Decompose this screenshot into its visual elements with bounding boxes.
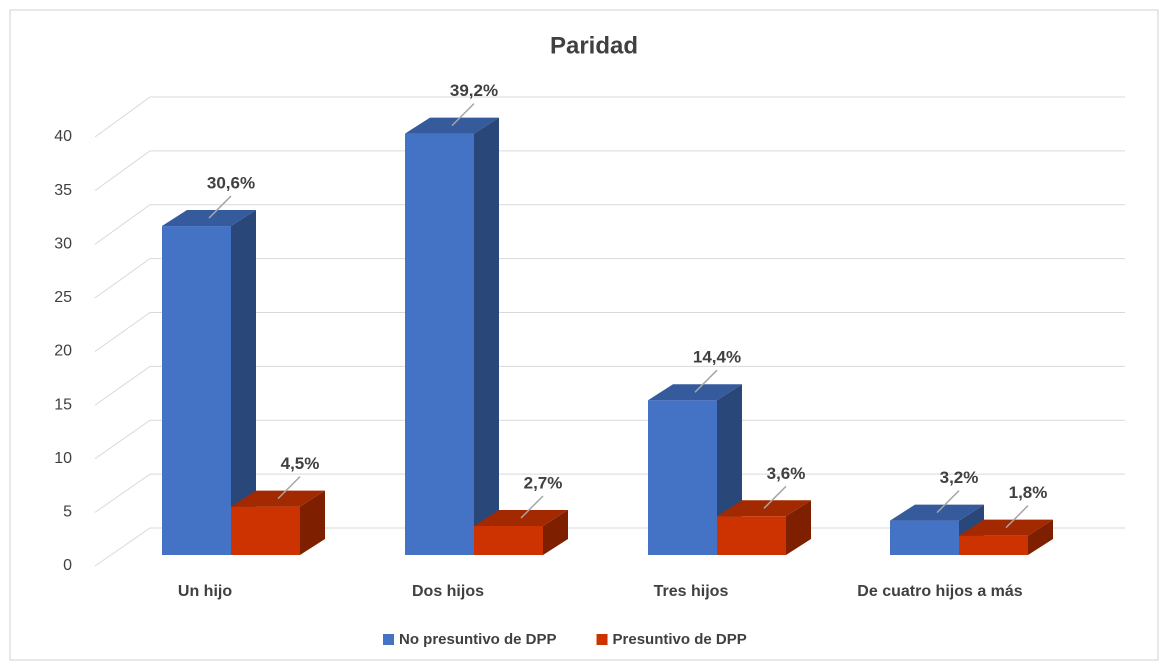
leader-line [1005,505,1029,529]
legend-swatch [596,634,608,645]
bar-front [162,226,231,556]
y-tick-label: 15 [54,396,72,413]
bar-side [786,500,811,555]
bar-side [474,117,499,555]
leader-line [936,490,960,514]
grid-line [94,365,1125,406]
data-label: 14,4% [693,348,741,367]
bar-front [890,520,959,555]
leader-line [520,495,544,519]
data-label: 3,6% [767,464,806,483]
x-tick-label: De cuatro hijos a más [857,583,1022,600]
grid-line [94,258,1125,299]
y-tick-label: 40 [54,128,72,145]
y-tick-label: 0 [63,557,72,574]
leader-line [277,476,301,500]
leader-line [694,369,718,393]
y-tick-label: 35 [54,182,72,199]
y-tick-label: 25 [54,289,72,306]
bar-side [1028,519,1053,555]
bar-front [959,535,1028,555]
data-label: 39,2% [450,81,498,100]
y-tick-label: 10 [54,450,72,467]
y-tick-label: 5 [63,504,72,521]
y-tick-label: 20 [54,343,72,360]
y-tick-label: 30 [54,235,72,252]
x-tick-label: Dos hijos [412,583,484,600]
bar-top [405,117,499,134]
data-label: 4,5% [281,454,320,473]
bar-front [231,506,300,555]
grid-line [94,312,1125,352]
data-label: 2,7% [524,473,563,492]
legend-swatch [383,634,394,645]
bar-front [405,133,474,555]
grid-line [94,204,1125,245]
grid-line [94,96,1125,138]
leader-line [451,103,475,127]
bar-front [648,400,717,555]
bar-side [543,509,568,555]
x-tick-label: Un hijo [178,583,232,600]
data-label: 30,6% [207,174,255,193]
bar-front [717,516,786,555]
leader-line [763,485,787,509]
grid-line [94,419,1125,460]
grid-line [94,473,1125,513]
legend-label: Presuntivo de DPP [613,631,747,648]
bar-front [474,525,543,555]
data-label: 1,8% [1009,483,1048,502]
bar-side [300,490,325,555]
x-tick-label: Tres hijos [654,583,729,600]
legend-label: No presuntivo de DPP [399,631,557,648]
bar-side [231,210,256,556]
grid-line [94,150,1125,192]
data-label: 3,2% [940,468,979,487]
leader-line [208,195,232,219]
chart-title: Paridad [550,32,638,59]
